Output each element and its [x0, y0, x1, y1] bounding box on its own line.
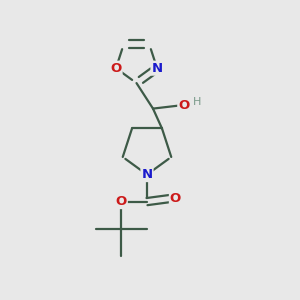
Text: O: O [116, 195, 127, 208]
Text: O: O [170, 192, 181, 205]
Text: O: O [110, 62, 122, 75]
Text: N: N [152, 62, 163, 75]
Text: H: H [193, 97, 201, 107]
Text: N: N [141, 168, 153, 181]
Text: O: O [178, 99, 190, 112]
